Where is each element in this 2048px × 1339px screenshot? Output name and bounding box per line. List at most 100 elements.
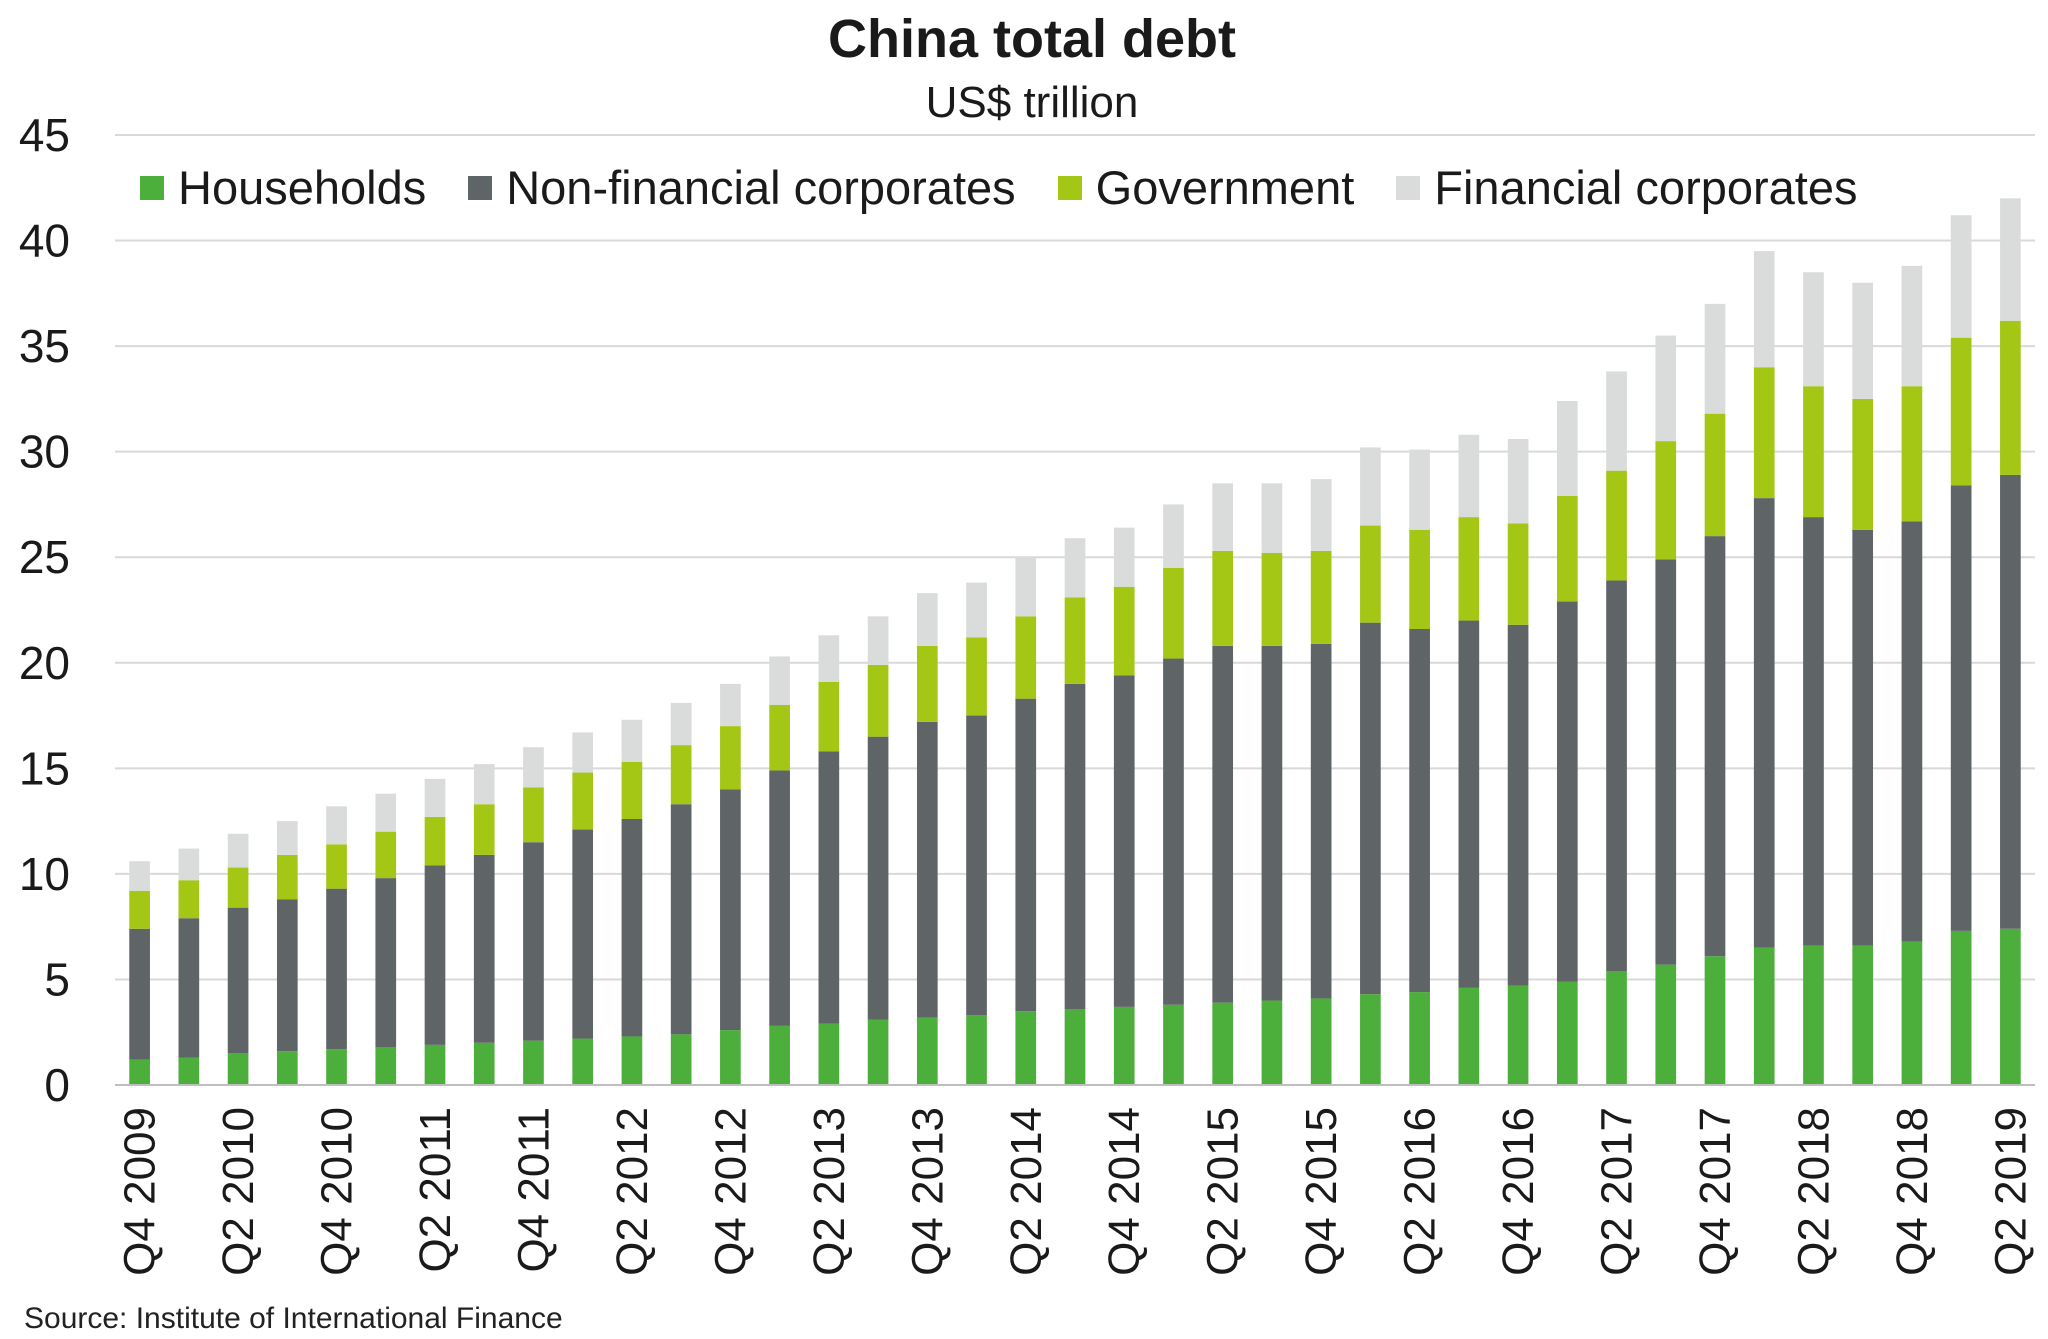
x-tick-label: Q2 2019 — [1986, 1107, 2035, 1276]
y-tick-label: 45 — [19, 109, 70, 161]
bar-segment — [1852, 529, 1874, 946]
bar-segment — [1852, 945, 1874, 1085]
bar-segment — [1507, 624, 1529, 986]
bar-segment — [2000, 474, 2021, 929]
bar-segment — [1458, 434, 1480, 518]
bar-segment — [424, 865, 446, 1045]
legend-label: Non-financial corporates — [506, 161, 1016, 214]
x-tick-label: Q4 2011 — [509, 1107, 558, 1273]
bar-segment — [424, 816, 446, 866]
bar-segment — [2000, 928, 2021, 1085]
y-tick-label: 10 — [19, 848, 70, 900]
bar-segment — [621, 719, 643, 762]
bar-segment — [375, 878, 397, 1047]
bar-segment — [1113, 586, 1135, 676]
bar-segment — [720, 789, 741, 1031]
bar-segment — [129, 890, 150, 929]
bar-segment — [1163, 567, 1184, 659]
bar-segment — [720, 1030, 741, 1085]
bar-segment — [720, 726, 741, 790]
bar-segment — [1360, 525, 1381, 623]
bar-segment — [572, 829, 594, 1039]
bar-segment — [966, 637, 987, 716]
bar-segment — [1655, 441, 1677, 560]
bar-segment — [523, 787, 544, 843]
legend-item: Households — [140, 160, 426, 215]
bar-segment — [966, 582, 987, 638]
bar-segment — [1901, 386, 1923, 522]
legend-item: Government — [1057, 160, 1355, 215]
bar-segment — [129, 1059, 150, 1085]
bar-segment — [1507, 985, 1529, 1085]
bar-segment — [1261, 1000, 1283, 1085]
bar-segment — [1409, 992, 1430, 1085]
bar-segment — [375, 831, 397, 879]
x-tick-label: Q2 2013 — [805, 1107, 854, 1276]
bar-segment — [375, 1047, 397, 1085]
bar-segment — [1556, 401, 1578, 496]
bar-segment — [1507, 523, 1529, 625]
bar-segment — [1064, 597, 1086, 684]
bar-segment — [1950, 215, 1972, 338]
bar-segment — [1360, 994, 1381, 1085]
bar-segment — [276, 1051, 298, 1085]
bar-segment — [1753, 947, 1775, 1085]
bar-segment — [326, 806, 347, 845]
bar-segment — [523, 842, 544, 1041]
bar-segment — [178, 848, 200, 881]
bar-segment — [473, 1042, 495, 1085]
bar-segment — [1310, 998, 1332, 1085]
bar-segment — [326, 1049, 347, 1085]
bar-segment — [424, 1044, 446, 1085]
bar-segment — [1458, 987, 1480, 1085]
bar-segment — [227, 907, 249, 1054]
bar-segment — [1753, 498, 1775, 948]
bar-segment — [1212, 483, 1234, 551]
bar-segment — [1458, 517, 1480, 621]
bar-segment — [1015, 616, 1037, 699]
x-tick-label: Q4 2016 — [1494, 1107, 1543, 1276]
bar-segment — [375, 793, 397, 832]
bar-segment — [326, 844, 347, 889]
bar-segment — [1310, 479, 1332, 551]
bar-segment — [227, 833, 249, 868]
bar-segment — [523, 747, 544, 788]
x-tick-label: Q2 2015 — [1199, 1107, 1248, 1276]
bar-segment — [621, 819, 643, 1037]
bar-segment — [670, 702, 692, 746]
bar-segment — [769, 705, 790, 771]
y-tick-label: 25 — [19, 531, 70, 583]
bar-segment — [867, 1019, 889, 1085]
bar-segment — [276, 821, 298, 855]
x-tick-label: Q2 2011 — [411, 1107, 460, 1273]
x-tick-label: Q4 2009 — [116, 1107, 165, 1276]
bar-segment — [572, 732, 594, 773]
legend-label: Government — [1095, 161, 1355, 214]
bar-segment — [1753, 367, 1775, 499]
x-tick-label: Q2 2012 — [608, 1107, 657, 1276]
bar-segment — [867, 736, 889, 1020]
bar-segment — [1901, 265, 1923, 387]
bar-segment — [227, 867, 249, 908]
bar-segment — [1803, 945, 1824, 1085]
bar-segment — [1803, 517, 1824, 946]
bar-segment — [769, 1025, 790, 1085]
bar-segment — [129, 861, 150, 891]
bar-segment — [572, 772, 594, 830]
bar-segment — [1901, 941, 1923, 1085]
bar-segment — [1261, 553, 1283, 646]
bar-segment — [276, 899, 298, 1052]
bar-segment — [1852, 398, 1874, 530]
bar-segment — [1803, 272, 1824, 387]
bar-segment — [1606, 580, 1627, 971]
y-tick-label: 30 — [19, 426, 70, 478]
chart-legend: Households Non-financial corporates Govern… — [140, 160, 1900, 215]
legend-item: Financial corporates — [1396, 160, 1858, 215]
legend-swatch — [1396, 175, 1421, 200]
bar-segment — [867, 664, 889, 737]
bar-segment — [1606, 971, 1627, 1085]
bar-segment — [966, 715, 987, 1016]
bar-segment — [1556, 496, 1578, 602]
bar-segment — [1606, 470, 1627, 581]
